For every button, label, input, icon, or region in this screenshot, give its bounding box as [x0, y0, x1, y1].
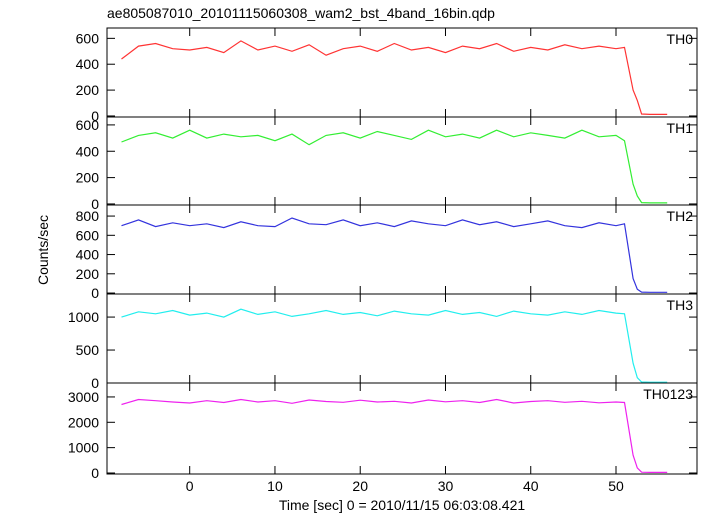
panel-frame — [106, 27, 698, 118]
y-tick-label: 0 — [91, 465, 99, 481]
y-tick-label: 200 — [76, 266, 100, 282]
y-tick-label: 1000 — [68, 440, 99, 456]
y-tick-label: 600 — [76, 227, 100, 243]
panel-frame — [106, 382, 698, 475]
series-label: TH3 — [667, 297, 694, 313]
y-tick-label: 500 — [76, 342, 100, 358]
y-tick-label: 0 — [91, 196, 99, 212]
panel-frame — [106, 204, 698, 295]
y-tick-label: 400 — [76, 247, 100, 263]
x-axis-label: Time [sec] 0 = 2010/11/15 06:03:08.421 — [279, 497, 526, 513]
x-tick-label: 30 — [438, 478, 454, 494]
panel-frame — [106, 293, 698, 384]
light-curve — [121, 308, 668, 383]
y-tick-label: 600 — [76, 117, 100, 133]
series-label: TH1 — [667, 120, 694, 136]
x-tick-label: 20 — [352, 478, 368, 494]
y-tick-label: 400 — [76, 143, 100, 159]
series-label: TH0123 — [643, 386, 693, 402]
y-axis-label: Counts/sec — [35, 215, 51, 285]
series-label: TH0 — [667, 31, 694, 47]
y-tick-label: 2000 — [68, 414, 99, 430]
panel-frame — [106, 116, 698, 206]
y-tick-label: 200 — [76, 170, 100, 186]
x-tick-label: 10 — [267, 478, 283, 494]
light-curve — [121, 398, 668, 473]
y-tick-label: 800 — [76, 208, 100, 224]
light-curve — [121, 217, 668, 293]
y-tick-label: 200 — [76, 82, 100, 98]
y-tick-label: 1000 — [68, 309, 99, 325]
y-tick-label: 0 — [91, 108, 99, 124]
x-tick-label: 0 — [186, 478, 194, 494]
series-label: TH2 — [667, 208, 694, 224]
light-curve — [121, 40, 668, 115]
x-tick-label: 40 — [523, 478, 539, 494]
y-tick-label: 600 — [76, 30, 100, 46]
x-tick-label: 50 — [608, 478, 624, 494]
y-tick-label: 3000 — [68, 389, 99, 405]
light-curve — [121, 129, 668, 204]
chart-title: ae805087010_20101115060308_wam2_bst_4ban… — [107, 5, 495, 21]
y-tick-label: 0 — [91, 285, 99, 301]
y-tick-label: 400 — [76, 56, 100, 72]
y-tick-label: 0 — [91, 375, 99, 391]
